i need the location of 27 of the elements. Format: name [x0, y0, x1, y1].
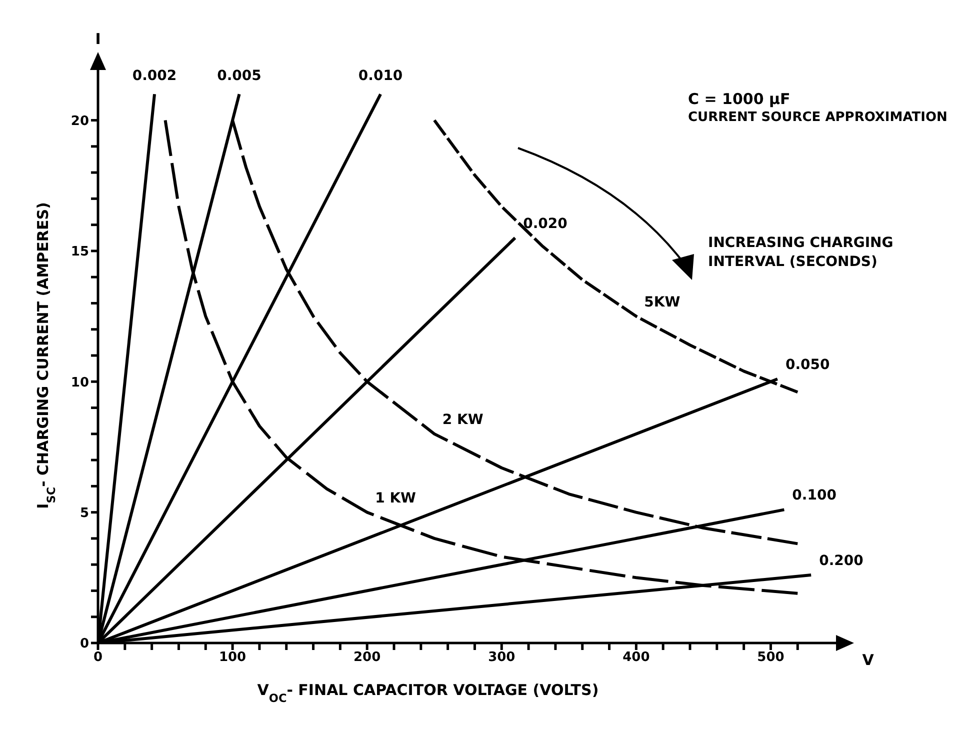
series-label: 0.100 — [792, 488, 837, 504]
annotation: INCREASING CHARGING INTERVAL (SECONDS) — [708, 234, 894, 272]
text: V — [862, 651, 874, 669]
series-label: 0.010 — [358, 68, 403, 84]
y-tick-label: 5 — [80, 506, 89, 521]
series-label: 0.020 — [523, 216, 568, 232]
x-tick-label: 0 — [93, 650, 103, 666]
text: C = 1000 µF — [688, 90, 790, 108]
y-tick-label: 0 — [80, 636, 89, 652]
text: CURRENT SOURCE APPROXIMATION — [688, 110, 948, 125]
x-tick-label: 500 — [757, 650, 784, 666]
y-tick-label: 15 — [70, 244, 89, 260]
x-axis-title: V$_{OC}$- FINAL CAPACITOR VOLTAGE (VOLTS) — [257, 681, 599, 704]
series-label: 2 KW — [442, 412, 484, 428]
legend-label: 5KW — [644, 294, 680, 310]
x-tick-label: 200 — [354, 650, 381, 666]
x-tick-label: 400 — [622, 650, 650, 666]
series-label: 0.200 — [819, 553, 864, 570]
series-label: 0.002 — [132, 68, 177, 84]
text: I — [95, 30, 101, 48]
y-tick-label: 20 — [70, 114, 89, 129]
y-tick-label: 10 — [70, 375, 89, 390]
x-tick-label: 300 — [488, 650, 516, 666]
x-tick-label: 100 — [218, 650, 246, 666]
series-label: 0.005 — [217, 68, 262, 84]
series-label: 0.050 — [785, 357, 830, 374]
series-label: 1 KW — [375, 490, 416, 506]
